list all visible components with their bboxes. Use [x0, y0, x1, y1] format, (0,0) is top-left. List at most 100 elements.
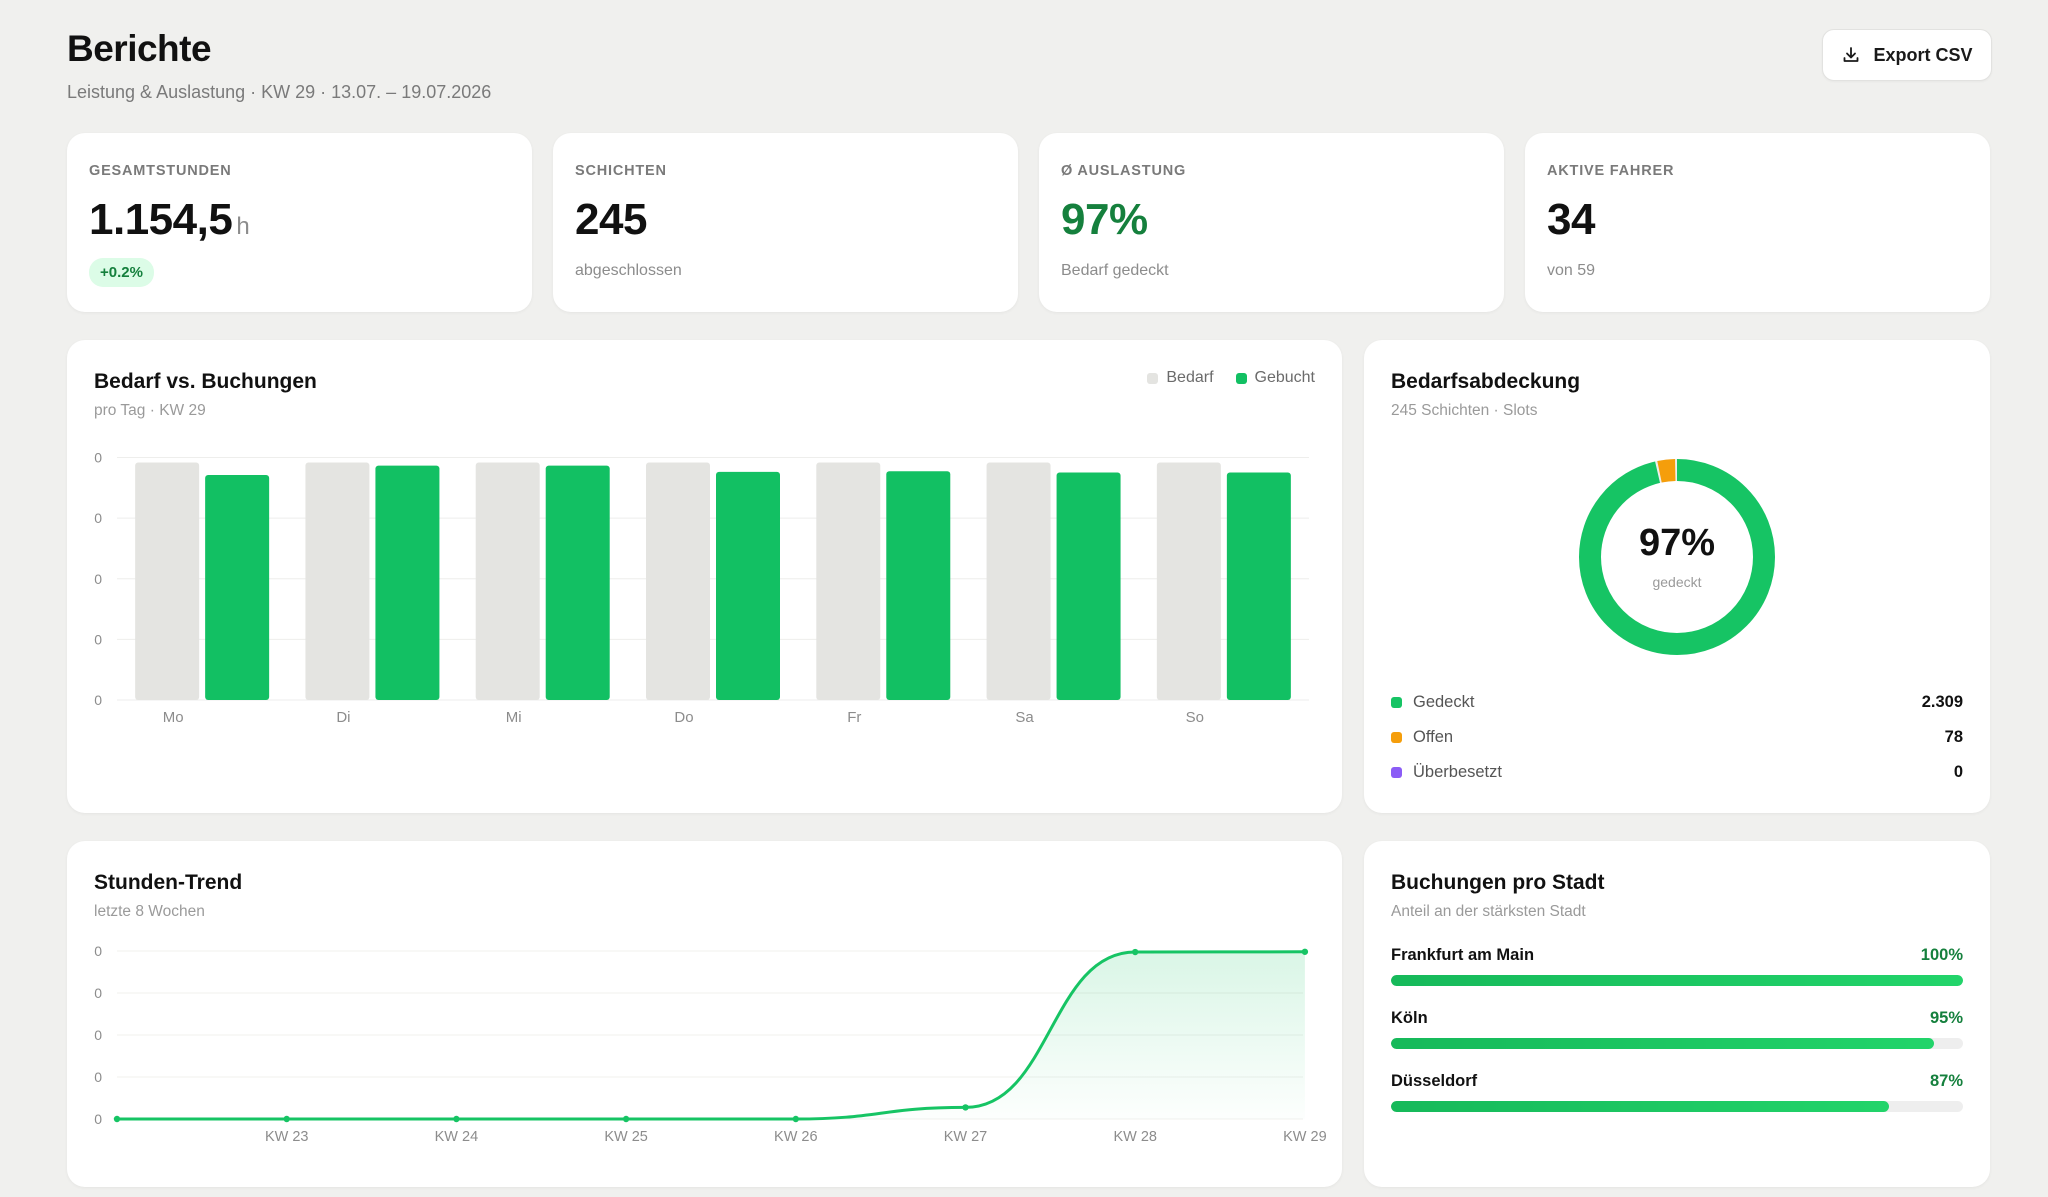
trend-point: [1132, 948, 1139, 956]
x-tick-label: KW 24: [435, 1129, 479, 1145]
legend-label: Gebucht: [1254, 369, 1315, 386]
x-tick-label: Fr: [847, 709, 861, 726]
x-tick-label: Sa: [1015, 709, 1034, 726]
coverage-value: 0: [1953, 763, 1963, 781]
y-tick-label: 0: [94, 943, 102, 959]
kpi-value: 97%: [1061, 195, 1148, 244]
hours-trend-card: Stunden-Trend letzte 8 Wochen 0 0 0 0 0 KW 23…: [67, 841, 1342, 1187]
trend-point: [792, 1115, 799, 1123]
trend-point: [622, 1115, 630, 1123]
bar-bedarf: [1156, 462, 1221, 700]
y-tick-label: 0: [94, 1027, 102, 1043]
city-row-duesseldorf: Düsseldorf 87%: [1391, 1072, 1963, 1112]
bar-bedarf: [475, 462, 540, 700]
legend-swatch: [1391, 767, 1402, 778]
city-percent: 100%: [1920, 946, 1963, 964]
bar-gebucht: [886, 471, 951, 700]
bar-gebucht: [545, 465, 610, 700]
card-subtitle: 245 Schichten · Slots: [1391, 402, 1538, 419]
chart-legend: Bedarf Gebucht: [1147, 369, 1315, 387]
legend-label: Bedarf: [1166, 369, 1214, 386]
bar-chart: 0 0 0 0 0 Mo Di Mi Do Fr Sa So: [94, 450, 1309, 726]
city-bookings-card: Buchungen pro Stadt Anteil an der stärks…: [1364, 841, 1990, 1187]
x-tick-label: Mo: [163, 709, 184, 726]
x-tick-label: KW 25: [604, 1129, 648, 1145]
bar-gebucht: [375, 465, 440, 700]
y-tick-label: 0: [94, 571, 102, 587]
x-tick-label: KW 27: [944, 1129, 988, 1145]
kpi-label: GESAMTSTUNDEN: [89, 163, 232, 179]
coverage-row-covered: Gedeckt 2.309: [1391, 693, 1963, 712]
coverage-card: Bedarfsabdeckung 245 Schichten · Slots 9…: [1364, 340, 1990, 813]
legend-item-booked: Gebucht: [1235, 369, 1315, 387]
city-progress-track: [1391, 1038, 1963, 1049]
kpi-sub: von 59: [1547, 262, 1596, 279]
city-percent: 87%: [1929, 1072, 1963, 1090]
trend-chart: 0 0 0 0 0 KW 23 KW 24 KW 25 KW 26 KW 27 KW 28 KW 29: [94, 943, 1326, 1145]
download-icon: [1844, 47, 1859, 62]
demand-vs-bookings-card: Bedarf vs. Buchungen pro Tag · KW 29 Bed…: [67, 340, 1342, 813]
y-tick-label: 0: [94, 985, 102, 1001]
x-tick-label: Di: [336, 709, 350, 726]
page-header: Berichte Leistung & Auslastung · KW 29 ·…: [67, 28, 491, 103]
city-progress-track: [1391, 975, 1963, 986]
city-progress-fill: [1391, 1038, 1935, 1049]
trend-point: [113, 1115, 121, 1123]
coverage-value: 78: [1944, 728, 1963, 746]
y-tick-label: 0: [94, 631, 102, 647]
y-tick-label: 0: [94, 450, 102, 466]
kpi-number: 1.154,5: [89, 195, 233, 244]
kpi-label: Ø AUSLASTUNG: [1061, 163, 1187, 179]
kpi-value: 1.154,5 h: [89, 195, 250, 245]
bar-bedarf: [816, 462, 881, 700]
bar-gebucht: [205, 475, 270, 700]
bar-bedarf: [135, 462, 200, 700]
y-tick-label: 0: [94, 692, 102, 708]
city-row-frankfurt: Frankfurt am Main 100%: [1391, 946, 1963, 986]
card-subtitle: pro Tag · KW 29: [94, 402, 206, 419]
bar-gebucht: [1056, 472, 1121, 700]
trend-point: [283, 1115, 290, 1123]
legend-swatch: [1391, 697, 1402, 708]
kpi-sub: Bedarf gedeckt: [1061, 262, 1169, 279]
card-title: Bedarf vs. Buchungen: [94, 370, 317, 393]
coverage-value: 2.309: [1921, 693, 1963, 711]
bar-bedarf: [305, 462, 370, 700]
x-tick-label: So: [1186, 709, 1204, 726]
kpi-card-utilization: Ø AUSLASTUNG 97% Bedarf gedeckt: [1039, 133, 1504, 312]
card-title: Bedarfsabdeckung: [1391, 370, 1581, 393]
x-tick-label: Mi: [506, 709, 522, 726]
kpi-card-shifts: SCHICHTEN 245 abgeschlossen: [553, 133, 1018, 312]
coverage-label: Gedeckt: [1413, 693, 1475, 711]
donut-center-value: 97%: [1638, 522, 1716, 564]
city-name: Düsseldorf: [1391, 1072, 1478, 1090]
bar-bedarf: [646, 462, 710, 700]
page-subtitle: Leistung & Auslastung · KW 29 · 13.07. –…: [67, 82, 492, 102]
legend-item-demand: Bedarf: [1147, 369, 1214, 387]
trend-point: [453, 1115, 460, 1123]
kpi-sub: abgeschlossen: [575, 262, 682, 279]
city-progress-track: [1391, 1101, 1963, 1112]
city-progress-fill: [1391, 975, 1963, 986]
city-name: Frankfurt am Main: [1391, 946, 1535, 964]
trend-point: [1301, 948, 1309, 955]
city-name: Köln: [1391, 1009, 1428, 1027]
legend-swatch: [1235, 372, 1247, 384]
kpi-card-total-hours: GESAMTSTUNDEN 1.154,5 h +0.2%: [67, 133, 532, 312]
card-title: Stunden-Trend: [94, 871, 243, 894]
donut-center-label: gedeckt: [1652, 574, 1702, 590]
city-progress-fill: [1391, 1101, 1889, 1112]
bar-bedarf: [986, 462, 1051, 700]
bar-gebucht: [1226, 472, 1291, 700]
kpi-value: 34: [1547, 195, 1595, 244]
x-tick-label: KW 26: [774, 1129, 818, 1145]
card-subtitle: letzte 8 Wochen: [94, 903, 205, 920]
x-tick-label: KW 23: [265, 1129, 309, 1145]
trend-badge: +0.2%: [89, 258, 154, 287]
city-percent: 95%: [1929, 1009, 1963, 1027]
city-row-koeln: Köln 95%: [1391, 1009, 1963, 1049]
export-csv-button[interactable]: Export CSV: [1822, 29, 1992, 81]
x-tick-label: Do: [674, 709, 693, 726]
x-tick-label: KW 28: [1113, 1129, 1157, 1145]
trend-line: [115, 950, 1307, 1121]
